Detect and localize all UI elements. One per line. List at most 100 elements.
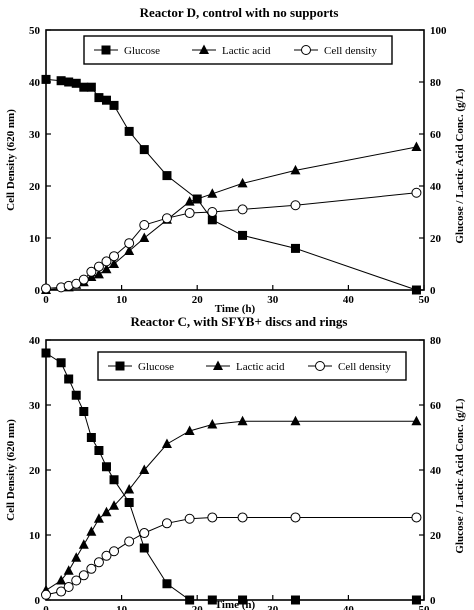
- y-tick-label-left: 30: [29, 129, 41, 141]
- data-point: [162, 579, 172, 589]
- legend-label: Lactic acid: [222, 45, 271, 57]
- x-axis-label: Time (h): [215, 303, 256, 315]
- legend-marker: [315, 361, 325, 371]
- data-point: [93, 513, 104, 523]
- data-point: [237, 415, 248, 426]
- legend-marker: [213, 360, 223, 370]
- data-point: [101, 550, 112, 561]
- data-point: [78, 274, 89, 285]
- data-point: [109, 100, 119, 110]
- data-point: [63, 565, 74, 575]
- data-point: [41, 283, 51, 294]
- data-point: [71, 78, 81, 88]
- data-point: [411, 595, 421, 605]
- chart-title: Reactor C, with SFYB+ discs and rings: [131, 314, 348, 329]
- chart-title: Reactor D, control with no supports: [140, 5, 339, 20]
- plot-frame: [45, 29, 425, 291]
- data-point: [124, 498, 134, 507]
- data-point: [93, 557, 104, 568]
- data-point: [290, 164, 301, 175]
- y-tick-label-right: 20: [430, 530, 442, 542]
- data-point: [139, 232, 150, 242]
- y-tick-label-right: 60: [430, 129, 442, 141]
- y-tick-label-left: 10: [29, 530, 41, 542]
- legend-label: Cell density: [338, 361, 391, 373]
- data-point: [290, 512, 301, 523]
- data-point: [63, 582, 74, 592]
- data-point: [86, 433, 96, 442]
- legend: Glucose Lactic acid Cell density: [83, 35, 393, 65]
- data-point: [161, 438, 172, 448]
- chart-reactor-d: Reactor D, control with no supports 0 10 20…: [5, 5, 466, 315]
- data-point: [86, 266, 97, 277]
- data-point: [237, 177, 248, 188]
- y-tick-label-left: 50: [29, 25, 41, 37]
- data-point: [124, 126, 134, 136]
- y-tick-label-left: 10: [29, 233, 41, 245]
- data-point: [184, 208, 195, 219]
- data-point: [64, 374, 74, 384]
- data-point: [185, 595, 195, 605]
- data-point: [207, 512, 218, 523]
- y-tick-label-right: 80: [430, 335, 442, 347]
- data-point: [56, 358, 66, 368]
- data-point: [71, 575, 82, 586]
- data-point: [41, 74, 51, 84]
- y-tick-label-right: 0: [430, 285, 436, 297]
- x-tick-label: 50: [419, 604, 431, 610]
- x-tick-label: 20: [192, 294, 204, 306]
- data-point: [237, 204, 248, 215]
- data-point: [56, 586, 67, 597]
- x-tick-label: 10: [116, 604, 128, 610]
- series-triangle: [41, 415, 422, 595]
- y-axis-label-left: Cell Density (620 nm): [5, 419, 17, 521]
- data-point: [207, 188, 218, 198]
- x-tick-label: 30: [267, 294, 279, 306]
- data-point: [139, 220, 150, 230]
- data-point: [124, 238, 135, 249]
- legend-label: Glucose: [138, 361, 174, 373]
- data-point: [101, 263, 112, 274]
- y-tick-label-right: 100: [430, 25, 447, 37]
- data-point: [124, 536, 135, 547]
- data-point: [79, 407, 89, 416]
- y-axis-label-left: Cell Density (620 nm): [5, 109, 17, 211]
- y-tick-label-right: 80: [430, 77, 442, 89]
- data-point: [93, 268, 104, 279]
- data-point: [290, 415, 301, 426]
- data-point: [101, 95, 111, 105]
- data-point: [237, 512, 248, 523]
- y-tick-label-left: 0: [35, 285, 41, 297]
- data-point: [64, 77, 74, 87]
- x-tick-label: 10: [116, 294, 128, 306]
- x-tick-label: 40: [343, 294, 355, 306]
- data-point: [93, 261, 104, 272]
- y-tick-label-left: 40: [29, 77, 41, 89]
- legend-label: Glucose: [124, 45, 160, 57]
- data-point: [71, 552, 82, 562]
- y-tick-label-left: 20: [29, 465, 41, 477]
- y-tick-label-right: 40: [430, 181, 442, 193]
- data-point: [207, 215, 217, 225]
- legend-marker: [115, 361, 125, 371]
- data-point: [101, 256, 112, 267]
- data-point: [161, 518, 172, 529]
- legend-label: Lactic acid: [236, 361, 285, 373]
- data-point: [56, 76, 66, 86]
- x-tick-label: 50: [419, 294, 431, 306]
- data-point: [124, 484, 135, 494]
- y-tick-label-left: 20: [29, 181, 41, 193]
- data-point: [411, 512, 422, 523]
- y-axis-label-right: Glucose / Lactic Acid Conc. (g/L): [454, 398, 466, 554]
- data-point: [238, 230, 248, 240]
- data-point: [94, 446, 104, 455]
- data-point: [184, 425, 195, 435]
- data-point: [139, 543, 149, 553]
- series-square: [41, 348, 421, 605]
- series-circle: [41, 512, 422, 600]
- legend-box: [83, 35, 393, 65]
- legend: Glucose Lactic acid Cell density: [97, 351, 407, 381]
- data-point: [124, 245, 135, 255]
- series-square: [41, 74, 421, 295]
